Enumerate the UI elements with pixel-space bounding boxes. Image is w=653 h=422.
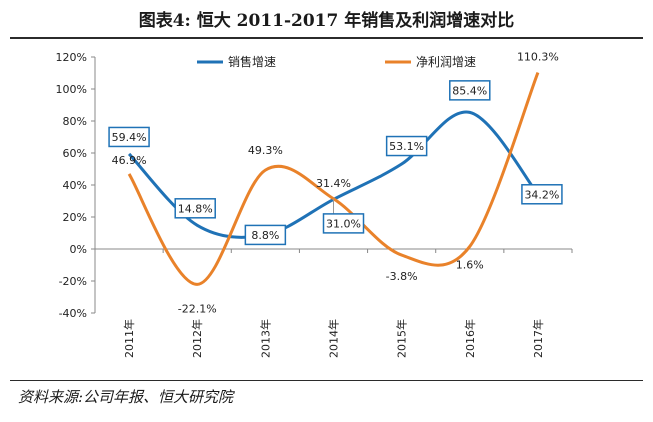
chart-title: 图表4: 恒大 2011-2017 年销售及利润增速对比 [138,11,515,31]
series-2-point [468,245,471,248]
source-divider [10,380,643,381]
profit-data-label: 49.3% [248,144,283,157]
series-line-2 [127,71,540,286]
sales-data-label: 8.8% [251,229,279,242]
y-tick-label: 40% [63,179,87,192]
profit-data-label: 1.6% [456,258,484,271]
sales-data-label: 34.2% [524,188,559,201]
y-tick-label: 20% [63,211,87,224]
data-labels: 59.4% 14.8% 8.8% 31.0% 53.1% 85.4% 34.2% 46.9% -… [108,51,563,315]
y-tick-label: 80% [63,115,87,128]
series-1-point [400,163,403,166]
x-tick-label: 2016年 [463,319,477,358]
sales-label-box [108,126,150,148]
sales-data-label: 59.4% [112,131,147,144]
series-2-point [536,71,539,74]
series-1-point [468,111,471,114]
series-1-point [196,224,199,227]
legend-label-2: 净利润增速 [416,55,476,69]
x-tick-label: 2013年 [258,319,272,358]
x-tick-label: 2014年 [327,319,341,358]
sales-data-label: 53.1% [389,140,424,153]
sales-data-label: 85.4% [452,84,487,97]
legend-label-1: 销售增速 [228,54,276,69]
y-tick-label: 0% [70,243,87,256]
y-tick-label: 120% [56,51,87,64]
y-tick-label: -20% [59,275,87,288]
profit-data-label: -22.1% [178,302,217,315]
series-2-point [400,254,403,257]
sales-label-box [385,135,428,157]
x-tick-label: 2017年 [531,319,545,358]
profit-data-label: 46.9% [112,154,147,167]
profit-data-label: 31.4% [316,177,351,190]
series-2-point [196,283,199,286]
sales-label-box [521,184,563,205]
y-tick-label: -40% [59,307,87,320]
title-divider [10,37,643,39]
sales-label-box [174,198,216,219]
source-note: 资料来源:公司年报、恒大研究院 [18,388,234,406]
chart-axes: 120% 100% 80% 60% 40% 20% 0% -20% -40% 2011年 2012年… [56,51,573,358]
y-tick-label: 60% [63,147,87,160]
series-2-point [264,169,267,172]
x-tick-label: 2015年 [395,319,409,358]
sales-label-box [322,213,365,234]
profit-data-label: -3.8% [386,270,418,283]
x-tick-label: 2012年 [190,319,204,358]
chart-legend: 销售增速 净利润增速 [197,54,476,69]
profit-data-label: 110.3% [517,51,559,64]
y-tick-label: 100% [56,83,87,96]
sales-data-label: 14.8% [178,202,213,215]
x-tick-label: 2011年 [122,319,136,358]
sales-data-label: 31.0% [326,217,361,230]
series-2-point [128,172,131,175]
sales-label-box [449,80,491,101]
sales-label-box [244,224,287,246]
